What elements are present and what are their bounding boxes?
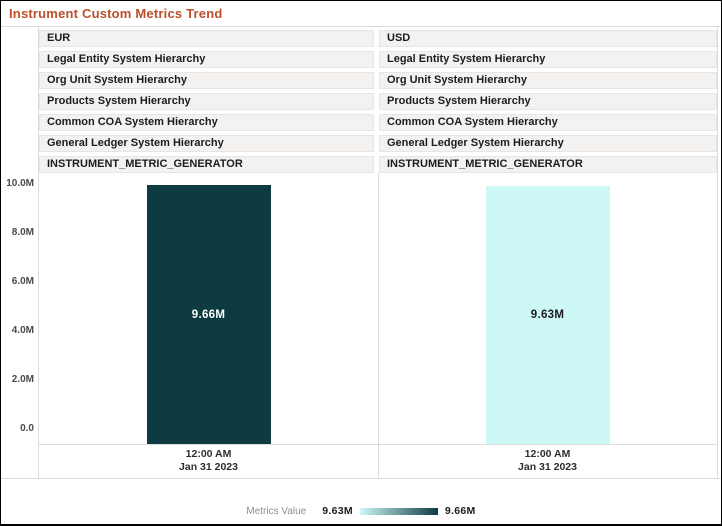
eur-chart-plot: 9.66M [39,176,378,444]
x-axis-baseline [38,444,718,445]
title-divider [1,26,721,27]
widget-title: Instrument Custom Metrics Trend [9,6,223,21]
eur-header-column: EUR Legal Entity System Hierarchy Org Un… [39,30,374,173]
y-tick-0: 0.0 [20,423,34,434]
currency-header-eur: EUR [39,30,374,47]
eur-date-label: Jan 31 2023 [179,461,238,473]
y-tick-4m: 4.0M [11,325,34,336]
usd-date-label: Jan 31 2023 [518,461,577,473]
eur-x-axis-label: 12:00 AM Jan 31 2023 [39,448,378,474]
usd-row-org-unit: Org Unit System Hierarchy [379,72,717,89]
usd-chart-plot: 9.63M [378,176,717,444]
y-tick-2m: 2.0M [11,374,34,385]
usd-row-common-coa: Common COA System Hierarchy [379,114,717,131]
y-tick-6m: 6.0M [11,276,34,287]
usd-row-metric-generator: INSTRUMENT_METRIC_GENERATOR [379,156,717,173]
chart-panel-divider [378,173,379,478]
usd-header-column: USD Legal Entity System Hierarchy Org Un… [379,30,717,173]
eur-row-metric-generator: INSTRUMENT_METRIC_GENERATOR [39,156,374,173]
usd-row-products: Products System Hierarchy [379,93,717,110]
legend: Metrics Value 9.63M 9.66M [1,502,721,520]
legend-min-value: 9.63M [322,505,353,517]
usd-row-general-ledger: General Ledger System Hierarchy [379,135,717,152]
usd-time-label: 12:00 AM [524,448,571,460]
table-left-border [38,27,39,478]
usd-x-axis-label: 12:00 AM Jan 31 2023 [378,448,717,474]
legend-max-value: 9.66M [444,505,476,517]
usd-bar[interactable]: 9.63M [485,186,610,444]
eur-row-general-ledger: General Ledger System Hierarchy [39,135,374,152]
eur-row-legal-entity: Legal Entity System Hierarchy [39,51,374,68]
chart-bottom-divider [1,478,721,479]
y-tick-10m: 10.0M [6,178,34,189]
y-tick-8m: 8.0M [11,227,34,238]
table-right-border [717,27,718,478]
eur-time-label: 12:00 AM [185,448,232,460]
legend-title: Metrics Value [246,505,307,517]
eur-row-products: Products System Hierarchy [39,93,374,110]
eur-bar[interactable]: 9.66M [146,185,271,444]
eur-bar-value-label: 9.66M [191,308,226,321]
usd-row-legal-entity: Legal Entity System Hierarchy [379,51,717,68]
legend-gradient-scale [359,507,438,515]
usd-bar-value-label: 9.63M [530,309,565,321]
currency-header-usd: USD [379,30,717,47]
eur-row-org-unit: Org Unit System Hierarchy [39,72,374,89]
eur-row-common-coa: Common COA System Hierarchy [39,114,374,131]
